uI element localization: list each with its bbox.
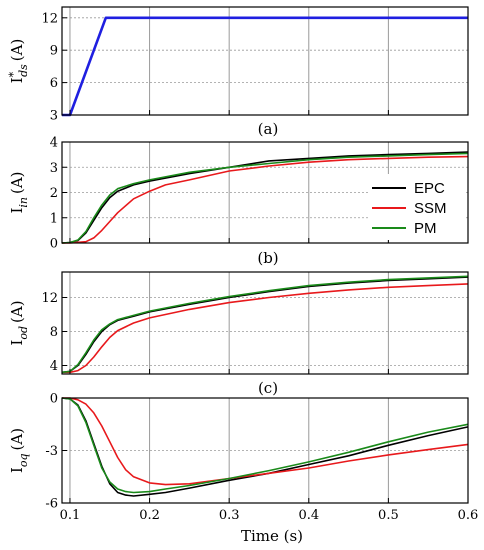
x-tick-label: 0.2: [139, 508, 160, 523]
panel-caption: (c): [258, 379, 278, 397]
series-line-pm: [61, 397, 469, 494]
series-line-pm: [61, 275, 469, 374]
y-label-unit: (A): [8, 428, 26, 451]
legend-label-ssm: SSM: [414, 200, 447, 217]
y-label-sub: in: [17, 197, 30, 208]
y-tick-label: 8: [50, 325, 58, 340]
y-tick-label: 0: [50, 237, 58, 252]
series-line-epc: [61, 151, 469, 244]
y-tick-label: -6: [45, 497, 58, 512]
y-axis-label: Iod (A): [8, 300, 30, 345]
series-line-ssm: [62, 283, 469, 374]
panel-4: 0 -3 -6 Ioq (A) 0.1 0.2 0.3 0.4 0.5 0.6: [8, 392, 478, 524]
panel-caption: (a): [258, 120, 279, 138]
y-axis-label: I*ds (A): [7, 39, 30, 84]
y-tick-label: 6: [50, 76, 58, 91]
y-tick-label: 4: [50, 136, 58, 151]
y-tick-label: 3: [50, 161, 58, 176]
y-label-unit: (A): [8, 39, 26, 62]
series-line-ssm: [62, 397, 469, 486]
y-tick-label: 4: [50, 359, 58, 374]
x-tick-label: 0.4: [298, 508, 319, 523]
y-label-main: I: [8, 77, 26, 83]
legend: EPC SSM PM: [368, 174, 466, 240]
x-tick-label: 0.5: [378, 508, 399, 523]
panels: 36912I*ds(A)(a)01234Iin(A)(b)EPCSSMPM481…: [7, 6, 478, 524]
x-tick-label: 0.3: [219, 508, 240, 523]
panel-2: 0 1 2 3 4 Iin (A) (b) EPC SSM PM: [8, 136, 469, 267]
y-tick-label: 3: [50, 109, 58, 124]
plot-frame: [61, 6, 469, 116]
y-tick-label: 0: [50, 392, 58, 407]
y-label-sub: oq: [17, 453, 30, 467]
grid: [62, 7, 469, 116]
y-label-sub: od: [17, 326, 30, 340]
y-label-unit: (A): [8, 300, 26, 323]
panel-3: 4 8 12 Iod (A) (c): [8, 271, 469, 397]
series-line-ssm: [62, 155, 469, 244]
x-tick-label: 0.6: [458, 508, 479, 523]
y-tick-label: -3: [45, 444, 58, 459]
y-tick-label: 12: [41, 291, 58, 306]
y-label-sub: ds: [17, 64, 30, 77]
y-tick-label: 2: [50, 186, 58, 201]
grid: [62, 397, 469, 504]
series-line-ids-ref: [62, 16, 468, 117]
y-tick-label: 12: [41, 11, 58, 26]
y-label-unit: (A): [8, 171, 26, 194]
y-label-main: I: [8, 208, 26, 214]
series-line-pm: [61, 152, 469, 244]
y-label-sup: *: [7, 71, 20, 77]
plot-frame: [61, 271, 469, 375]
y-axis-label: Ioq (A): [8, 428, 30, 473]
panel-caption: (b): [257, 249, 278, 267]
legend-label-epc: EPC: [414, 180, 445, 197]
y-tick-label: 9: [50, 44, 58, 59]
y-tick-label: 1: [50, 211, 58, 226]
series-line-epc: [61, 397, 469, 497]
y-label-main: I: [8, 340, 26, 346]
y-axis-label: Iin (A): [8, 171, 30, 213]
panel-1: 3 6 9 12 I*ds (A) (a): [7, 6, 469, 138]
y-label-main: I: [8, 467, 26, 473]
x-axis-label: Time (s): [241, 527, 303, 545]
x-tick-label: 0.1: [60, 508, 81, 523]
legend-label-pm: PM: [414, 220, 437, 237]
